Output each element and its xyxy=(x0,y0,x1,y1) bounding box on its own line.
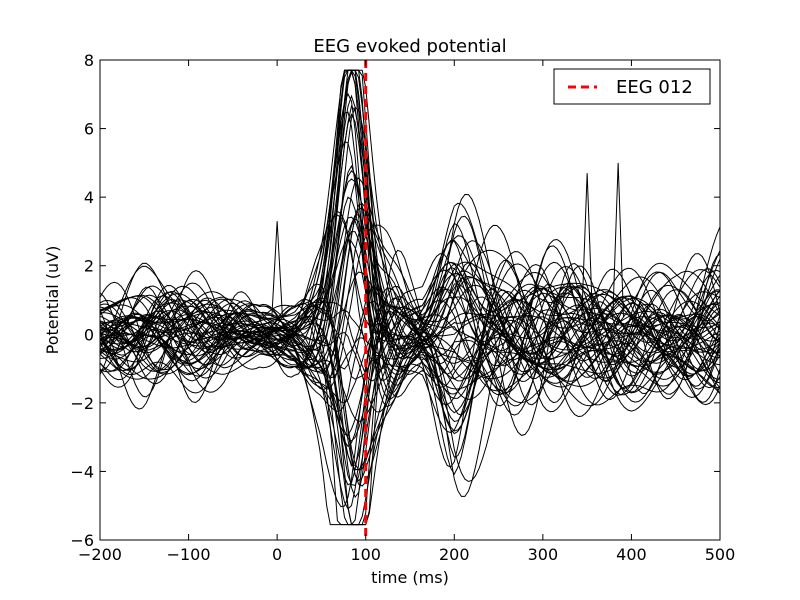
y-tick-label: −6 xyxy=(70,531,94,550)
eeg-trace xyxy=(99,239,721,471)
eeg-trace xyxy=(99,249,721,526)
eeg-trace xyxy=(99,271,721,394)
eeg-trace xyxy=(99,297,721,487)
eeg-trace xyxy=(99,261,721,499)
legend: EEG 012 xyxy=(553,68,711,105)
x-tick-label: −100 xyxy=(167,545,211,564)
y-tick-label: −2 xyxy=(70,394,94,413)
y-tick-label: 2 xyxy=(84,257,94,276)
x-axis-label: time (ms) xyxy=(371,568,449,587)
x-tick-label: 200 xyxy=(439,545,470,564)
eeg-trace xyxy=(99,215,721,526)
eeg-trace xyxy=(99,267,721,526)
y-axis-label: Potential (uV) xyxy=(43,246,62,355)
eeg-trace xyxy=(99,214,721,476)
y-axis-ticks: −6 −4 −2 0 2 4 6 8 xyxy=(70,51,720,550)
eeg-trace xyxy=(99,297,721,423)
eeg-trace xyxy=(99,69,721,375)
y-tick-label: 4 xyxy=(84,188,94,207)
eeg-trace xyxy=(99,111,721,497)
eeg-trace xyxy=(99,271,721,390)
eeg-trace xyxy=(99,94,721,390)
x-tick-label: 400 xyxy=(616,545,647,564)
chart-title: EEG evoked potential xyxy=(313,36,506,57)
eeg-traces xyxy=(99,69,721,526)
eeg-trace xyxy=(99,286,721,482)
legend-label: EEG 012 xyxy=(616,77,693,98)
eeg-trace xyxy=(99,238,721,379)
plot-frame xyxy=(99,59,721,541)
x-tick-label: 0 xyxy=(272,545,282,564)
eeg-trace xyxy=(99,261,721,413)
eeg-trace xyxy=(99,196,721,360)
eeg-spike xyxy=(612,162,624,318)
y-tick-label: 0 xyxy=(84,325,94,344)
eeg-trace xyxy=(99,193,721,381)
x-tick-label: 500 xyxy=(705,545,736,564)
eeg-trace xyxy=(99,202,721,435)
x-tick-label: −200 xyxy=(78,545,122,564)
eeg-trace xyxy=(99,292,721,510)
eeg-trace xyxy=(99,177,721,483)
y-tick-label: −4 xyxy=(70,462,94,481)
eeg-spike xyxy=(581,173,593,318)
eeg-spike xyxy=(271,221,283,318)
x-axis-ticks: −200 −100 0 100 200 300 400 500 xyxy=(78,60,735,564)
eeg-trace xyxy=(99,301,721,380)
y-tick-label: 8 xyxy=(84,51,94,70)
y-tick-label: 6 xyxy=(84,120,94,139)
eeg-trace xyxy=(99,216,721,387)
eeg-trace xyxy=(99,164,721,400)
x-tick-label: 100 xyxy=(350,545,381,564)
legend-box xyxy=(553,68,711,105)
x-tick-label: 300 xyxy=(528,545,559,564)
eeg-trace xyxy=(99,69,721,377)
eeg-trace xyxy=(99,222,721,436)
eeg-trace xyxy=(99,263,721,486)
eeg-trace xyxy=(99,69,721,433)
